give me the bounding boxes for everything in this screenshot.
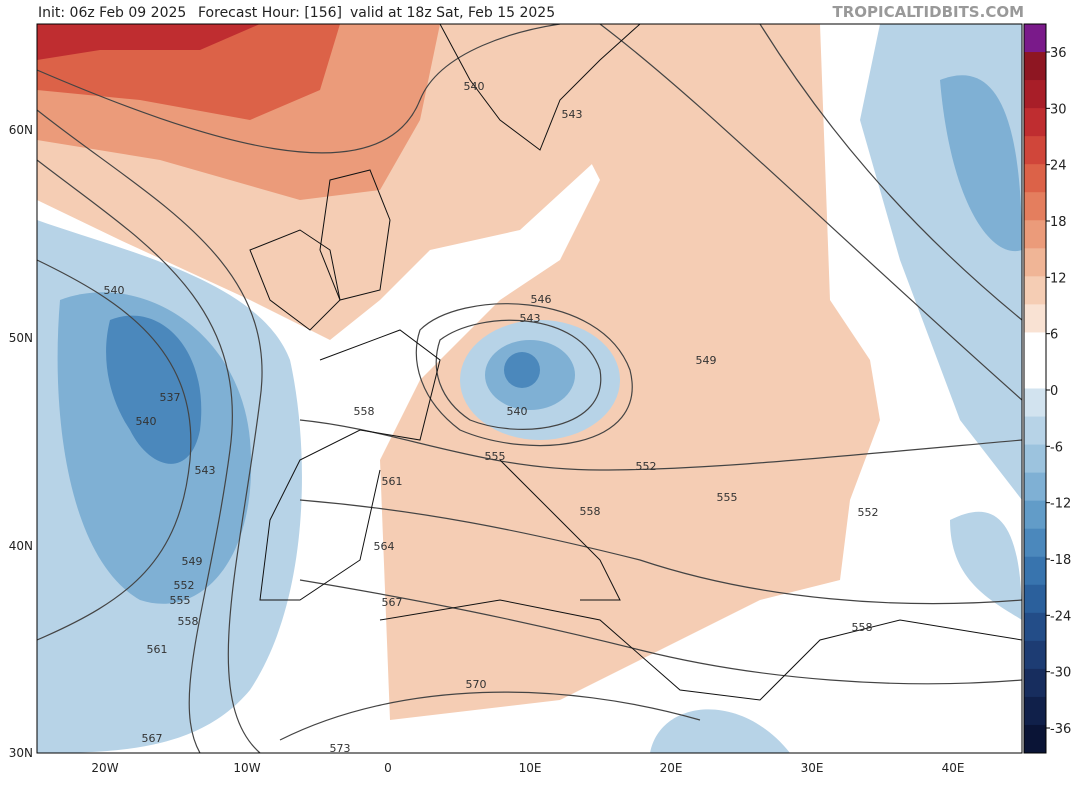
contour-label: 561	[147, 643, 168, 656]
longitude-label: 30E	[801, 761, 824, 775]
colorbar-label: 30	[1050, 102, 1067, 117]
latitude-label: 30N	[9, 746, 33, 760]
contour-label: 543	[520, 312, 541, 325]
contour-label: 564	[374, 540, 395, 553]
contour-label: 552	[636, 460, 657, 473]
contour-label: 555	[485, 450, 506, 463]
colorbar-band	[1024, 668, 1046, 698]
latitude-label: 40N	[9, 539, 33, 553]
longitude-label: 0	[384, 761, 392, 775]
contour-label: 543	[562, 108, 583, 121]
colorbar-band	[1024, 360, 1046, 389]
contour-label: 558	[580, 505, 601, 518]
latitude-label: 50N	[9, 331, 33, 345]
colorbar-band	[1024, 584, 1046, 614]
colorbar-band	[1024, 500, 1046, 530]
contour-label: 573	[330, 742, 351, 755]
colorbar-frame	[1023, 23, 1047, 754]
colorbar-band	[1024, 724, 1046, 754]
colorbar-band	[1024, 612, 1046, 642]
colorbar-band	[1024, 276, 1046, 305]
colorbar-label: 18	[1050, 215, 1067, 230]
latitude-label: 60N	[9, 123, 33, 137]
colorbar-label: -6	[1050, 440, 1063, 455]
contour-label: 540	[464, 80, 485, 93]
contour-label: 540	[507, 405, 528, 418]
colorbar-band	[1024, 556, 1046, 586]
longitude-label: 10W	[233, 761, 260, 775]
map-area	[37, 24, 1022, 753]
colorbar-label: -24	[1050, 609, 1071, 624]
init-text: Init: 06z Feb 09 2025	[38, 5, 186, 21]
contour-label: 570	[466, 678, 487, 691]
longitude-label: 20E	[660, 761, 683, 775]
colorbar-band	[1024, 248, 1046, 277]
colorbar-label: -30	[1050, 666, 1071, 681]
colorbar-band	[1024, 80, 1046, 109]
colorbar-label: 36	[1050, 46, 1067, 61]
colorbar-label: 0	[1050, 384, 1058, 399]
contour-label: 558	[852, 621, 873, 634]
colorbar-label: 12	[1050, 271, 1067, 286]
colorbar-band	[1024, 304, 1046, 333]
contour-label: 549	[182, 555, 203, 568]
contour-label: 558	[354, 405, 375, 418]
colorbar-band	[1024, 220, 1046, 249]
contour-label: 567	[142, 732, 163, 745]
colorbar-band	[1024, 108, 1046, 137]
colorbar-band	[1024, 24, 1046, 53]
colorbar-band	[1024, 192, 1046, 221]
colorbar-band	[1024, 52, 1046, 81]
colorbar-band	[1024, 164, 1046, 193]
contour-label: 561	[382, 475, 403, 488]
colorbar-band	[1024, 528, 1046, 558]
colorbar-label: 24	[1050, 159, 1067, 174]
longitude-label: 10E	[519, 761, 542, 775]
colorbar-band	[1024, 696, 1046, 726]
contour-label: 546	[531, 293, 552, 306]
contour-label: 537	[160, 391, 181, 404]
colorbar-label: -36	[1050, 722, 1071, 737]
contour-label: 552	[858, 506, 879, 519]
watermark: TROPICALTIDBITS.COM	[833, 3, 1025, 21]
contour-label: 543	[195, 464, 216, 477]
contour-label: 567	[382, 596, 403, 609]
colorbar-band	[1024, 640, 1046, 670]
contour-label: 555	[170, 594, 191, 607]
longitude-label: 20W	[91, 761, 118, 775]
colorbar-band	[1024, 444, 1046, 474]
colorbar-label: 6	[1050, 328, 1058, 343]
valid-time: valid at 18z Sat, Feb 15 2025	[350, 5, 555, 21]
colorbar-label: -18	[1050, 553, 1071, 568]
colorbar-band	[1024, 472, 1046, 502]
contour-label: 552	[174, 579, 195, 592]
contour-label: 555	[717, 491, 738, 504]
contour-label: 558	[178, 615, 199, 628]
colorbar-band	[1024, 136, 1046, 165]
colorbar-band	[1024, 332, 1046, 361]
contour-label: 540	[136, 415, 157, 428]
longitude-label: 40E	[942, 761, 965, 775]
contour-label: 540	[104, 284, 125, 297]
contour-label: 549	[696, 354, 717, 367]
colorbar-label: -12	[1050, 497, 1071, 512]
colorbar-band	[1024, 416, 1046, 446]
forecast-hour: Forecast Hour: [156]	[198, 5, 342, 21]
colorbar-band	[1024, 388, 1046, 418]
